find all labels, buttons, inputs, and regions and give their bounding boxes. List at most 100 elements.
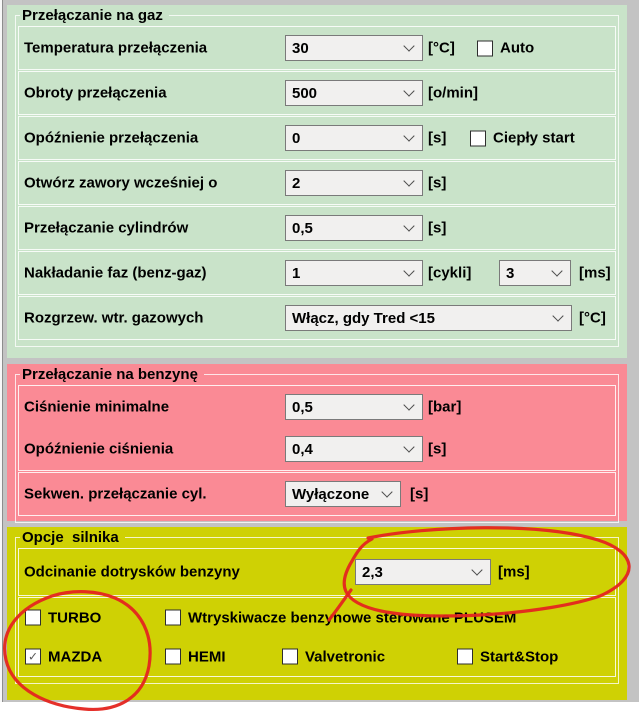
row-group: Odcinanie dotrysków benzyny 2,3 [ms] — [18, 548, 616, 596]
chevron-down-icon — [552, 310, 564, 322]
row-label: Nakładanie faz (benz-gaz) — [24, 264, 207, 282]
chevron-down-icon — [403, 175, 415, 187]
przelaczanie-cylindrow-combo[interactable]: 0,5 — [285, 215, 423, 241]
nakladanie-faz-ms-combo[interactable]: 3 — [499, 260, 571, 286]
rozgrzew-wtryskiwaczy-combo[interactable]: Włącz, gdy Tred <15 — [285, 305, 572, 331]
settings-row: Temperatura przełączenia 30 [°C] Auto — [19, 27, 615, 69]
settings-row: Otwórz zawory wcześniej o 2 [s] — [19, 162, 615, 204]
unit-label: [ms] — [498, 563, 530, 581]
checkbox-box[interactable] — [165, 648, 181, 665]
checkbox-label: Auto — [500, 39, 535, 57]
combo-value: Wyłączone — [292, 485, 370, 503]
settings-row: Opóźnienie ciśnienia 0,4 [s] — [19, 428, 615, 470]
combo-value: 2 — [292, 174, 301, 192]
auto-checkbox[interactable]: Auto — [477, 40, 534, 57]
opoznienie-cisnienia-combo[interactable]: 0,4 — [285, 436, 423, 462]
nakladanie-faz-cykle-combo[interactable]: 1 — [285, 260, 423, 286]
checkbox-box[interactable] — [477, 40, 493, 56]
row-group: Rozgrzew. wtr. gazowych Włącz, gdy Tred <… — [18, 296, 616, 340]
checkbox-label: Wtryskiwacze benzynowe sterowane PLUSEM — [188, 609, 517, 626]
section-title: Przełączanie na gaz — [22, 7, 163, 24]
row-label: Odcinanie dotrysków benzyny — [24, 563, 240, 581]
row-group: Otwórz zawory wcześniej o 2 [s] — [18, 161, 616, 205]
sekwencyjne-przelaczanie-combo[interactable]: Wyłączone — [285, 481, 401, 507]
chevron-down-icon — [403, 399, 415, 411]
chevron-down-icon — [471, 564, 483, 576]
row-group: Sekwen. przełączanie cyl. Wyłączone [s] — [18, 472, 616, 516]
combo-value: 500 — [292, 84, 318, 102]
settings-row: Odcinanie dotrysków benzyny 2,3 [ms] — [19, 549, 615, 595]
temperatura-przelaczenia-combo[interactable]: 30 — [285, 35, 423, 61]
rows-container: Odcinanie dotrysków benzyny 2,3 [ms] TURBO W… — [18, 548, 616, 677]
group-box: Przełączanie na gaz Temperatura przełącz… — [15, 7, 619, 347]
combo-value: Włącz, gdy Tred <15 — [292, 309, 435, 327]
checkbox-label: Ciepły start — [493, 129, 575, 147]
turbo-checkbox[interactable]: TURBO — [25, 609, 101, 626]
combo-value: 30 — [292, 39, 309, 57]
combo-value: 0,5 — [292, 398, 313, 416]
chevron-down-icon — [403, 265, 415, 277]
settings-row: Opóźnienie przełączenia 0 [s] Ciepły start — [19, 117, 615, 159]
unit-label: [s] — [428, 219, 447, 237]
combo-value: 1 — [292, 264, 301, 282]
unit-label: [o/min] — [428, 84, 478, 102]
cieply-start-checkbox[interactable]: Ciepły start — [470, 130, 575, 147]
cisnienie-minimalne-combo[interactable]: 0,5 — [285, 394, 423, 420]
unit-label: [s] — [410, 485, 429, 503]
section-title: Opcje silnika — [22, 529, 119, 546]
row-label: Otwórz zawory wcześniej o — [24, 174, 218, 192]
row-group: Temperatura przełączenia 30 [°C] Auto — [18, 26, 616, 70]
opoznienie-przelaczenia-combo[interactable]: 0 — [285, 125, 423, 151]
start-stop-checkbox[interactable]: Start&Stop — [457, 648, 558, 665]
group-box: Przełączanie na benzynę Ciśnienie minima… — [15, 366, 619, 523]
wtryskiwacze-plusem-checkbox[interactable]: Wtryskiwacze benzynowe sterowane PLUSEM — [165, 609, 516, 626]
settings-row: ✓ MAZDA HEMI Valvetronic Start&Stop — [19, 637, 615, 676]
chevron-down-icon — [403, 40, 415, 52]
unit-label: [cykli] — [428, 264, 472, 282]
mazda-checkbox[interactable]: ✓ MAZDA — [25, 648, 102, 665]
row-label: Opóźnienie przełączenia — [24, 129, 199, 147]
section-engine-options: Opcje silnika Odcinanie dotrysków benzyn… — [7, 527, 627, 700]
checkbox-box[interactable] — [25, 609, 41, 626]
unit-label: [s] — [428, 440, 447, 458]
chevron-down-icon — [403, 220, 415, 232]
section-title: Przełączanie na benzynę — [22, 366, 198, 383]
odcinanie-dotryskow-combo[interactable]: 2,3 — [355, 559, 491, 585]
unit-label: [°C] — [428, 39, 455, 57]
combo-value: 0,4 — [292, 440, 313, 458]
checkbox-label: Start&Stop — [480, 648, 559, 665]
checkbox-box[interactable] — [470, 130, 486, 146]
hemi-checkbox[interactable]: HEMI — [165, 648, 226, 665]
settings-row: Nakładanie faz (benz-gaz) 1 [cykli] 3 [ms] — [19, 252, 615, 294]
row-label: Obroty przełączenia — [24, 84, 167, 102]
row-label: Sekwen. przełączanie cyl. — [24, 485, 207, 503]
settings-row: Rozgrzew. wtr. gazowych Włącz, gdy Tred <… — [19, 297, 615, 339]
valvetronic-checkbox[interactable]: Valvetronic — [282, 648, 385, 665]
checkbox-box[interactable] — [282, 648, 298, 665]
obroty-przelaczenia-combo[interactable]: 500 — [285, 80, 423, 106]
unit-label: [°C] — [579, 309, 606, 327]
unit-label: [s] — [428, 174, 447, 192]
chevron-down-icon — [403, 130, 415, 142]
rows-container: Ciśnienie minimalne 0,5 [bar] Opóźnienie ci… — [18, 385, 616, 516]
chevron-down-icon — [403, 85, 415, 97]
checkbox-label: HEMI — [188, 648, 226, 665]
unit-label: [bar] — [428, 398, 462, 416]
row-group: Obroty przełączenia 500 [o/min] — [18, 71, 616, 115]
checkbox-box[interactable]: ✓ — [25, 648, 41, 665]
otworz-zawory-wczesniej-combo[interactable]: 2 — [285, 170, 423, 196]
settings-row: Ciśnienie minimalne 0,5 [bar] — [19, 386, 615, 428]
row-group: Nakładanie faz (benz-gaz) 1 [cykli] 3 [ms] — [18, 251, 616, 295]
checkbox-box[interactable] — [165, 609, 181, 626]
row-group: Opóźnienie przełączenia 0 [s] Ciepły start — [18, 116, 616, 160]
checkbox-label: MAZDA — [48, 648, 103, 665]
checkbox-box[interactable] — [457, 648, 473, 665]
rows-container: Temperatura przełączenia 30 [°C] Auto Obroty… — [18, 26, 616, 340]
settings-row: Sekwen. przełączanie cyl. Wyłączone [s] — [19, 473, 615, 515]
row-label: Rozgrzew. wtr. gazowych — [24, 309, 204, 327]
checkbox-label: Valvetronic — [305, 648, 386, 665]
combo-value: 2,3 — [362, 563, 383, 581]
section-switch-to-petrol: Przełączanie na benzynę Ciśnienie minima… — [7, 364, 627, 523]
combo-value: 3 — [506, 264, 515, 282]
